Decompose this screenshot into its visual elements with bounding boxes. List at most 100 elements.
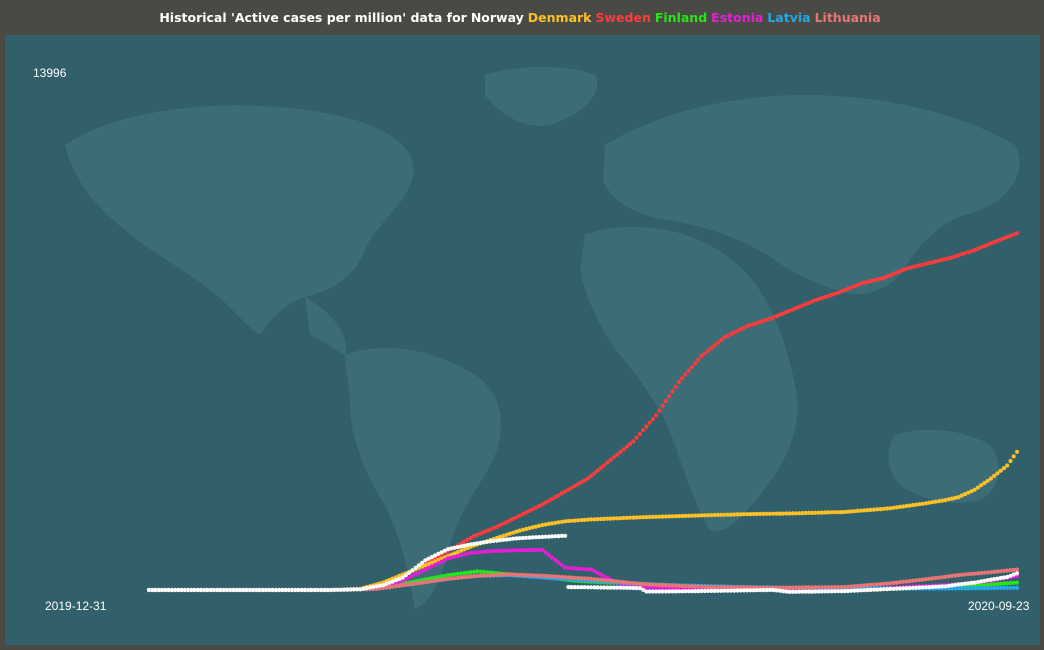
data-point [1005, 581, 1010, 586]
data-point [511, 536, 516, 541]
data-point [823, 294, 828, 300]
data-point [823, 585, 828, 590]
data-point [992, 577, 997, 582]
data-point [709, 585, 714, 590]
data-point [979, 571, 984, 576]
data-point [686, 368, 691, 373]
data-point [325, 587, 330, 593]
data-point [218, 587, 223, 593]
data-point [771, 511, 776, 516]
data-point [426, 556, 431, 561]
data-point [849, 584, 854, 589]
data-point [992, 585, 997, 591]
data-point [975, 485, 981, 490]
data-point [969, 586, 974, 591]
data-point [153, 587, 158, 593]
data-point [576, 585, 581, 590]
data-point [390, 584, 395, 589]
data-point [914, 264, 919, 269]
data-point [563, 519, 568, 524]
data-point [949, 255, 955, 260]
data-point [933, 499, 938, 504]
data-point [754, 588, 760, 593]
data-point [511, 530, 516, 535]
data-point [468, 550, 473, 555]
data-point [381, 583, 386, 588]
data-point [442, 548, 447, 553]
data-point [842, 589, 847, 594]
data-point [390, 579, 395, 584]
data-point [358, 587, 363, 592]
data-point [995, 585, 1000, 591]
data-point [787, 589, 792, 595]
data-point [953, 586, 958, 591]
data-point [826, 585, 831, 590]
data-point [631, 585, 636, 591]
data-point [946, 574, 951, 579]
data-point [650, 589, 656, 594]
data-point [875, 277, 880, 282]
data-point [315, 587, 321, 593]
data-point [517, 513, 522, 518]
data-point [371, 584, 376, 590]
data-point [741, 588, 747, 593]
data-point [979, 579, 984, 584]
data-point [553, 574, 558, 579]
data-point [683, 513, 688, 518]
data-point [254, 587, 259, 593]
data-point [1008, 568, 1013, 573]
data-point [933, 584, 938, 589]
data-point [524, 573, 529, 578]
data-point [589, 517, 594, 522]
data-point [732, 588, 737, 593]
data-point [670, 583, 675, 588]
data-point [595, 585, 600, 590]
data-point [1001, 581, 1007, 586]
data-point [459, 553, 464, 558]
data-point [423, 563, 428, 568]
data-point [758, 588, 763, 593]
data-point [602, 578, 607, 583]
data-point [598, 465, 604, 470]
data-point [413, 565, 418, 570]
data-point [478, 550, 483, 555]
data-point [413, 581, 418, 586]
data-point [211, 587, 217, 593]
data-point [803, 510, 808, 516]
data-point [621, 580, 626, 585]
series-norway [146, 533, 1020, 595]
data-point [189, 587, 194, 593]
data-point [715, 340, 721, 345]
data-point [972, 247, 977, 253]
data-point [231, 587, 236, 593]
data-point [615, 585, 620, 590]
data-point [888, 506, 893, 511]
data-point [608, 585, 613, 590]
data-point [673, 384, 678, 389]
data-point [1005, 574, 1010, 580]
data-point [530, 535, 535, 540]
data-point [446, 547, 451, 552]
data-point [982, 578, 987, 583]
data-point [670, 514, 675, 519]
data-point [491, 548, 496, 554]
data-point [527, 508, 532, 513]
data-point [680, 589, 685, 594]
data-point [761, 511, 766, 516]
data-point [842, 509, 847, 515]
data-point [979, 583, 984, 588]
data-point [433, 578, 438, 583]
data-point [966, 586, 971, 591]
data-point [884, 581, 890, 586]
data-point [459, 575, 464, 580]
data-point [608, 457, 613, 463]
data-point [862, 280, 867, 285]
data-point [741, 585, 747, 590]
data-point [845, 286, 851, 291]
data-point [351, 587, 356, 592]
data-point [413, 572, 418, 577]
data-point [462, 539, 467, 544]
data-point [657, 408, 662, 413]
data-point [868, 507, 873, 512]
data-point [829, 292, 834, 297]
